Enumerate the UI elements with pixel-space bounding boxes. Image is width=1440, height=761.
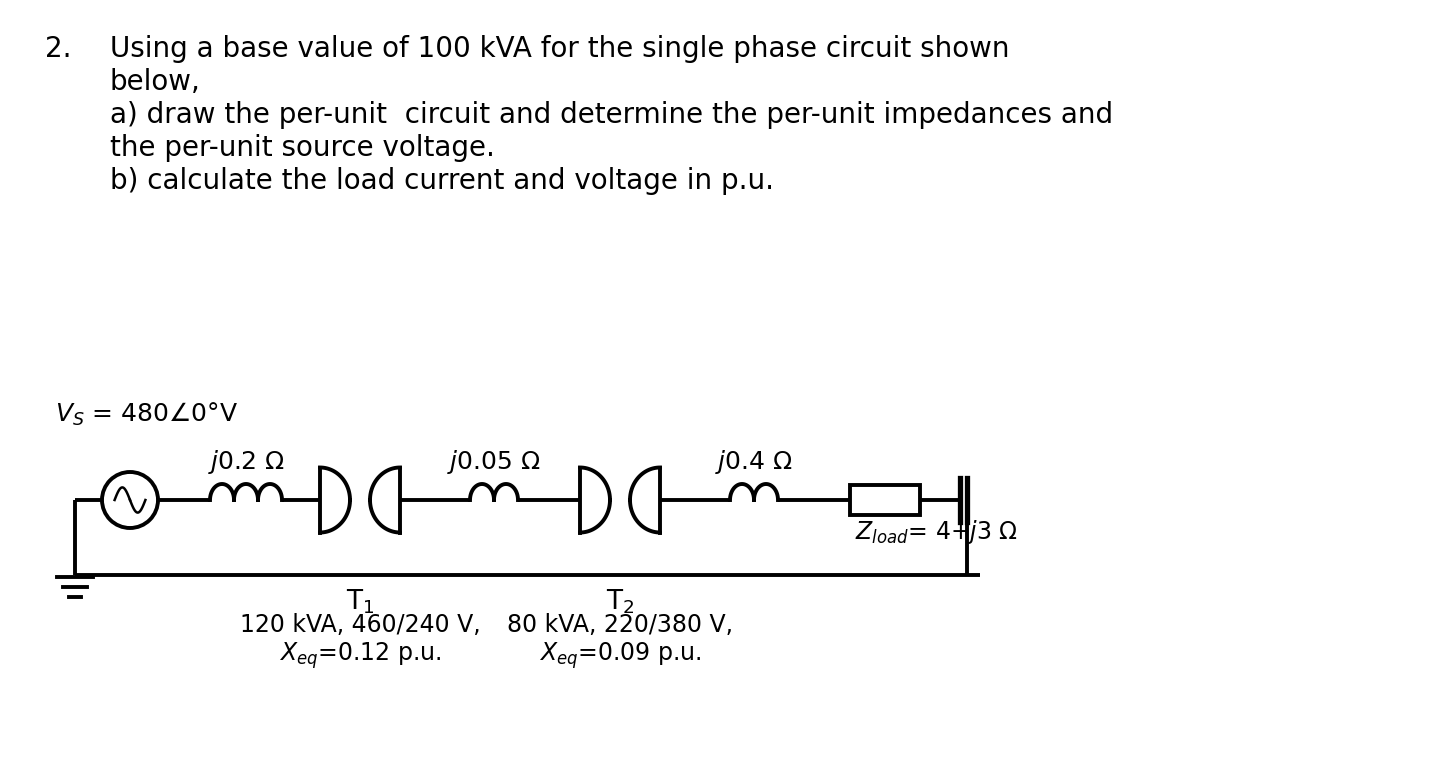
- Text: below,: below,: [109, 68, 200, 96]
- Text: $j$0.4 Ω: $j$0.4 Ω: [716, 448, 793, 476]
- Text: Using a base value of 100 kVA for the single phase circuit shown: Using a base value of 100 kVA for the si…: [109, 35, 1009, 63]
- Text: $X_{eq}$=0.09 p.u.: $X_{eq}$=0.09 p.u.: [539, 640, 701, 670]
- Bar: [850, 485, 920, 515]
- Text: b) calculate the load current and voltage in p.u.: b) calculate the load current and voltag…: [109, 167, 775, 195]
- Text: 120 kVA, 460/240 V,: 120 kVA, 460/240 V,: [239, 613, 481, 637]
- Text: $j$0.05 Ω: $j$0.05 Ω: [448, 448, 541, 476]
- Text: 2.: 2.: [45, 35, 72, 63]
- Text: $X_{eq}$=0.12 p.u.: $X_{eq}$=0.12 p.u.: [278, 640, 442, 670]
- Text: 80 kVA, 220/380 V,: 80 kVA, 220/380 V,: [507, 613, 733, 637]
- Text: T$_1$: T$_1$: [346, 587, 374, 616]
- Text: $V_S$ = 480$\angle$0°V: $V_S$ = 480$\angle$0°V: [55, 400, 238, 428]
- Text: T$_2$: T$_2$: [606, 587, 634, 616]
- Text: $j$0.2 Ω: $j$0.2 Ω: [207, 448, 284, 476]
- Text: the per-unit source voltage.: the per-unit source voltage.: [109, 134, 495, 162]
- Text: $Z_{load}$= 4+$j$3 Ω: $Z_{load}$= 4+$j$3 Ω: [855, 518, 1018, 546]
- Text: a) draw the per-unit  circuit and determine the per-unit impedances and: a) draw the per-unit circuit and determi…: [109, 101, 1113, 129]
